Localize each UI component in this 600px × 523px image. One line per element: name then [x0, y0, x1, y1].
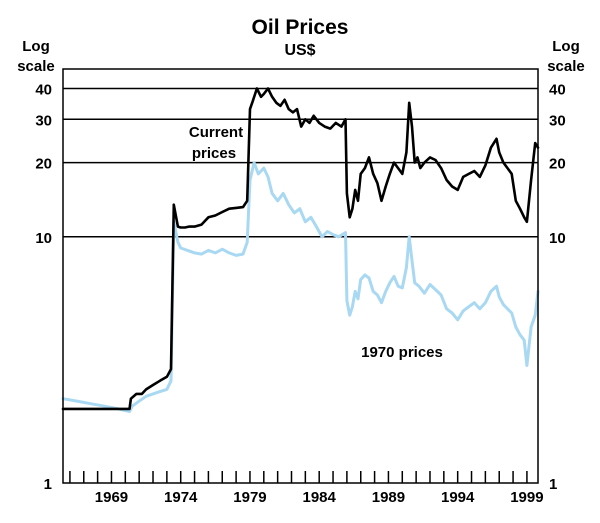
label-1970-prices: 1970 prices: [361, 344, 443, 361]
y-tick-label-left-20: 20: [35, 156, 52, 173]
label-current-prices-line1: Current: [189, 124, 243, 141]
y-tick-label-right-1: 1: [549, 476, 557, 493]
y-tick-label-right-10: 10: [549, 230, 566, 247]
series-line-current-prices: [61, 87, 540, 411]
chart-subtitle: US$: [284, 42, 315, 59]
y-tick-label-left-10: 10: [35, 230, 52, 247]
chart-title: Oil Prices: [252, 16, 349, 39]
x-tick-label-1994: 1994: [441, 489, 475, 506]
x-tick-label-1984: 1984: [303, 489, 337, 506]
x-tick-label-1989: 1989: [372, 489, 405, 506]
label-current-prices-line2: prices: [192, 145, 236, 162]
y-tick-labels: 1 1 10 10 20 20 30 30 40 40: [35, 81, 565, 493]
y-tick-label-left-1: 1: [44, 476, 52, 493]
left-axis-label-line2: scale: [17, 58, 55, 75]
x-axis-ticks: [69, 471, 528, 483]
right-axis-label-line1: Log: [552, 38, 580, 55]
y-tick-label-left-30: 30: [35, 112, 52, 129]
series-line-1970-prices: [61, 161, 540, 414]
x-tick-label-1969: 1969: [95, 489, 128, 506]
y-tick-label-right-20: 20: [549, 156, 566, 173]
x-tick-label-1979: 1979: [233, 489, 266, 506]
left-axis-label-line1: Log: [22, 38, 50, 55]
y-tick-label-right-30: 30: [549, 112, 566, 129]
x-tick-label-1974: 1974: [164, 489, 198, 506]
y-tick-label-left-40: 40: [35, 81, 52, 98]
plot-frame: [62, 68, 539, 484]
x-tick-label-1999: 1999: [510, 489, 543, 506]
x-tick-labels: 1969 1974 1979 1984 1989 1994 1999: [95, 489, 544, 506]
right-axis-label-line2: scale: [547, 58, 585, 75]
y-tick-label-right-40: 40: [549, 81, 566, 98]
